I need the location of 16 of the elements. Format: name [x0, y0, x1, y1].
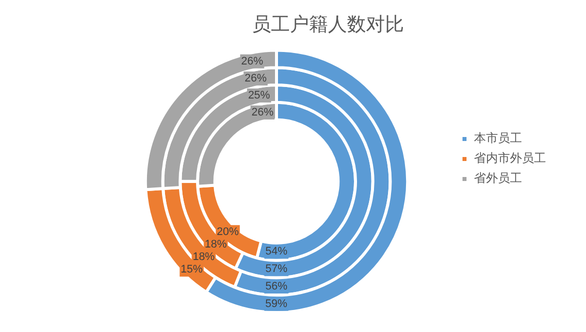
data-label: 20% — [216, 226, 240, 238]
data-label: 54% — [265, 246, 288, 258]
data-label: 26% — [241, 55, 264, 68]
legend-label: 本市员工 — [474, 131, 522, 146]
legend-label: 省内市外员工 — [474, 151, 546, 166]
data-label: 56% — [265, 280, 288, 292]
data-label: 26% — [252, 106, 274, 119]
data-label: 59% — [265, 298, 288, 310]
data-label: 15% — [180, 264, 203, 276]
chart-title: 员工户籍人数对比 — [252, 13, 404, 36]
legend-label: 省外员工 — [474, 171, 522, 186]
data-label: 18% — [204, 238, 227, 251]
data-label: 18% — [192, 251, 215, 264]
data-label: 25% — [248, 90, 270, 102]
data-label: 57% — [265, 263, 288, 276]
data-label: 26% — [244, 72, 267, 84]
